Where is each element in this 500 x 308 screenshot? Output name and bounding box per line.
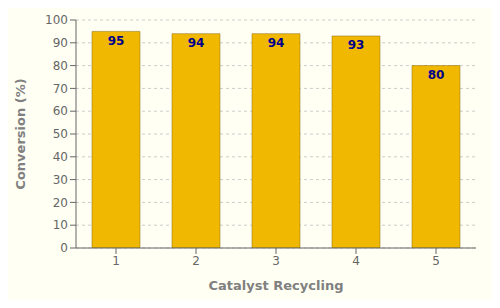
svg-text:80: 80 [53,59,68,73]
svg-text:94: 94 [268,36,285,50]
svg-text:60: 60 [53,104,68,118]
svg-text:94: 94 [188,36,205,50]
svg-text:3: 3 [272,254,280,268]
svg-text:4: 4 [352,254,360,268]
svg-text:1: 1 [112,254,120,268]
svg-text:0: 0 [60,241,68,255]
svg-text:20: 20 [53,196,68,210]
svg-text:95: 95 [108,34,125,48]
svg-text:90: 90 [53,36,68,50]
svg-text:Conversion (%): Conversion (%) [13,78,28,189]
svg-text:30: 30 [53,173,68,187]
svg-text:Catalyst Recycling: Catalyst Recycling [209,278,344,293]
svg-text:2: 2 [192,254,200,268]
svg-text:100: 100 [45,13,68,27]
svg-text:80: 80 [428,68,445,82]
svg-text:5: 5 [432,254,440,268]
svg-text:70: 70 [53,82,68,96]
svg-text:50: 50 [53,127,68,141]
svg-text:10: 10 [53,218,68,232]
svg-text:93: 93 [348,38,365,52]
svg-text:40: 40 [53,150,68,164]
